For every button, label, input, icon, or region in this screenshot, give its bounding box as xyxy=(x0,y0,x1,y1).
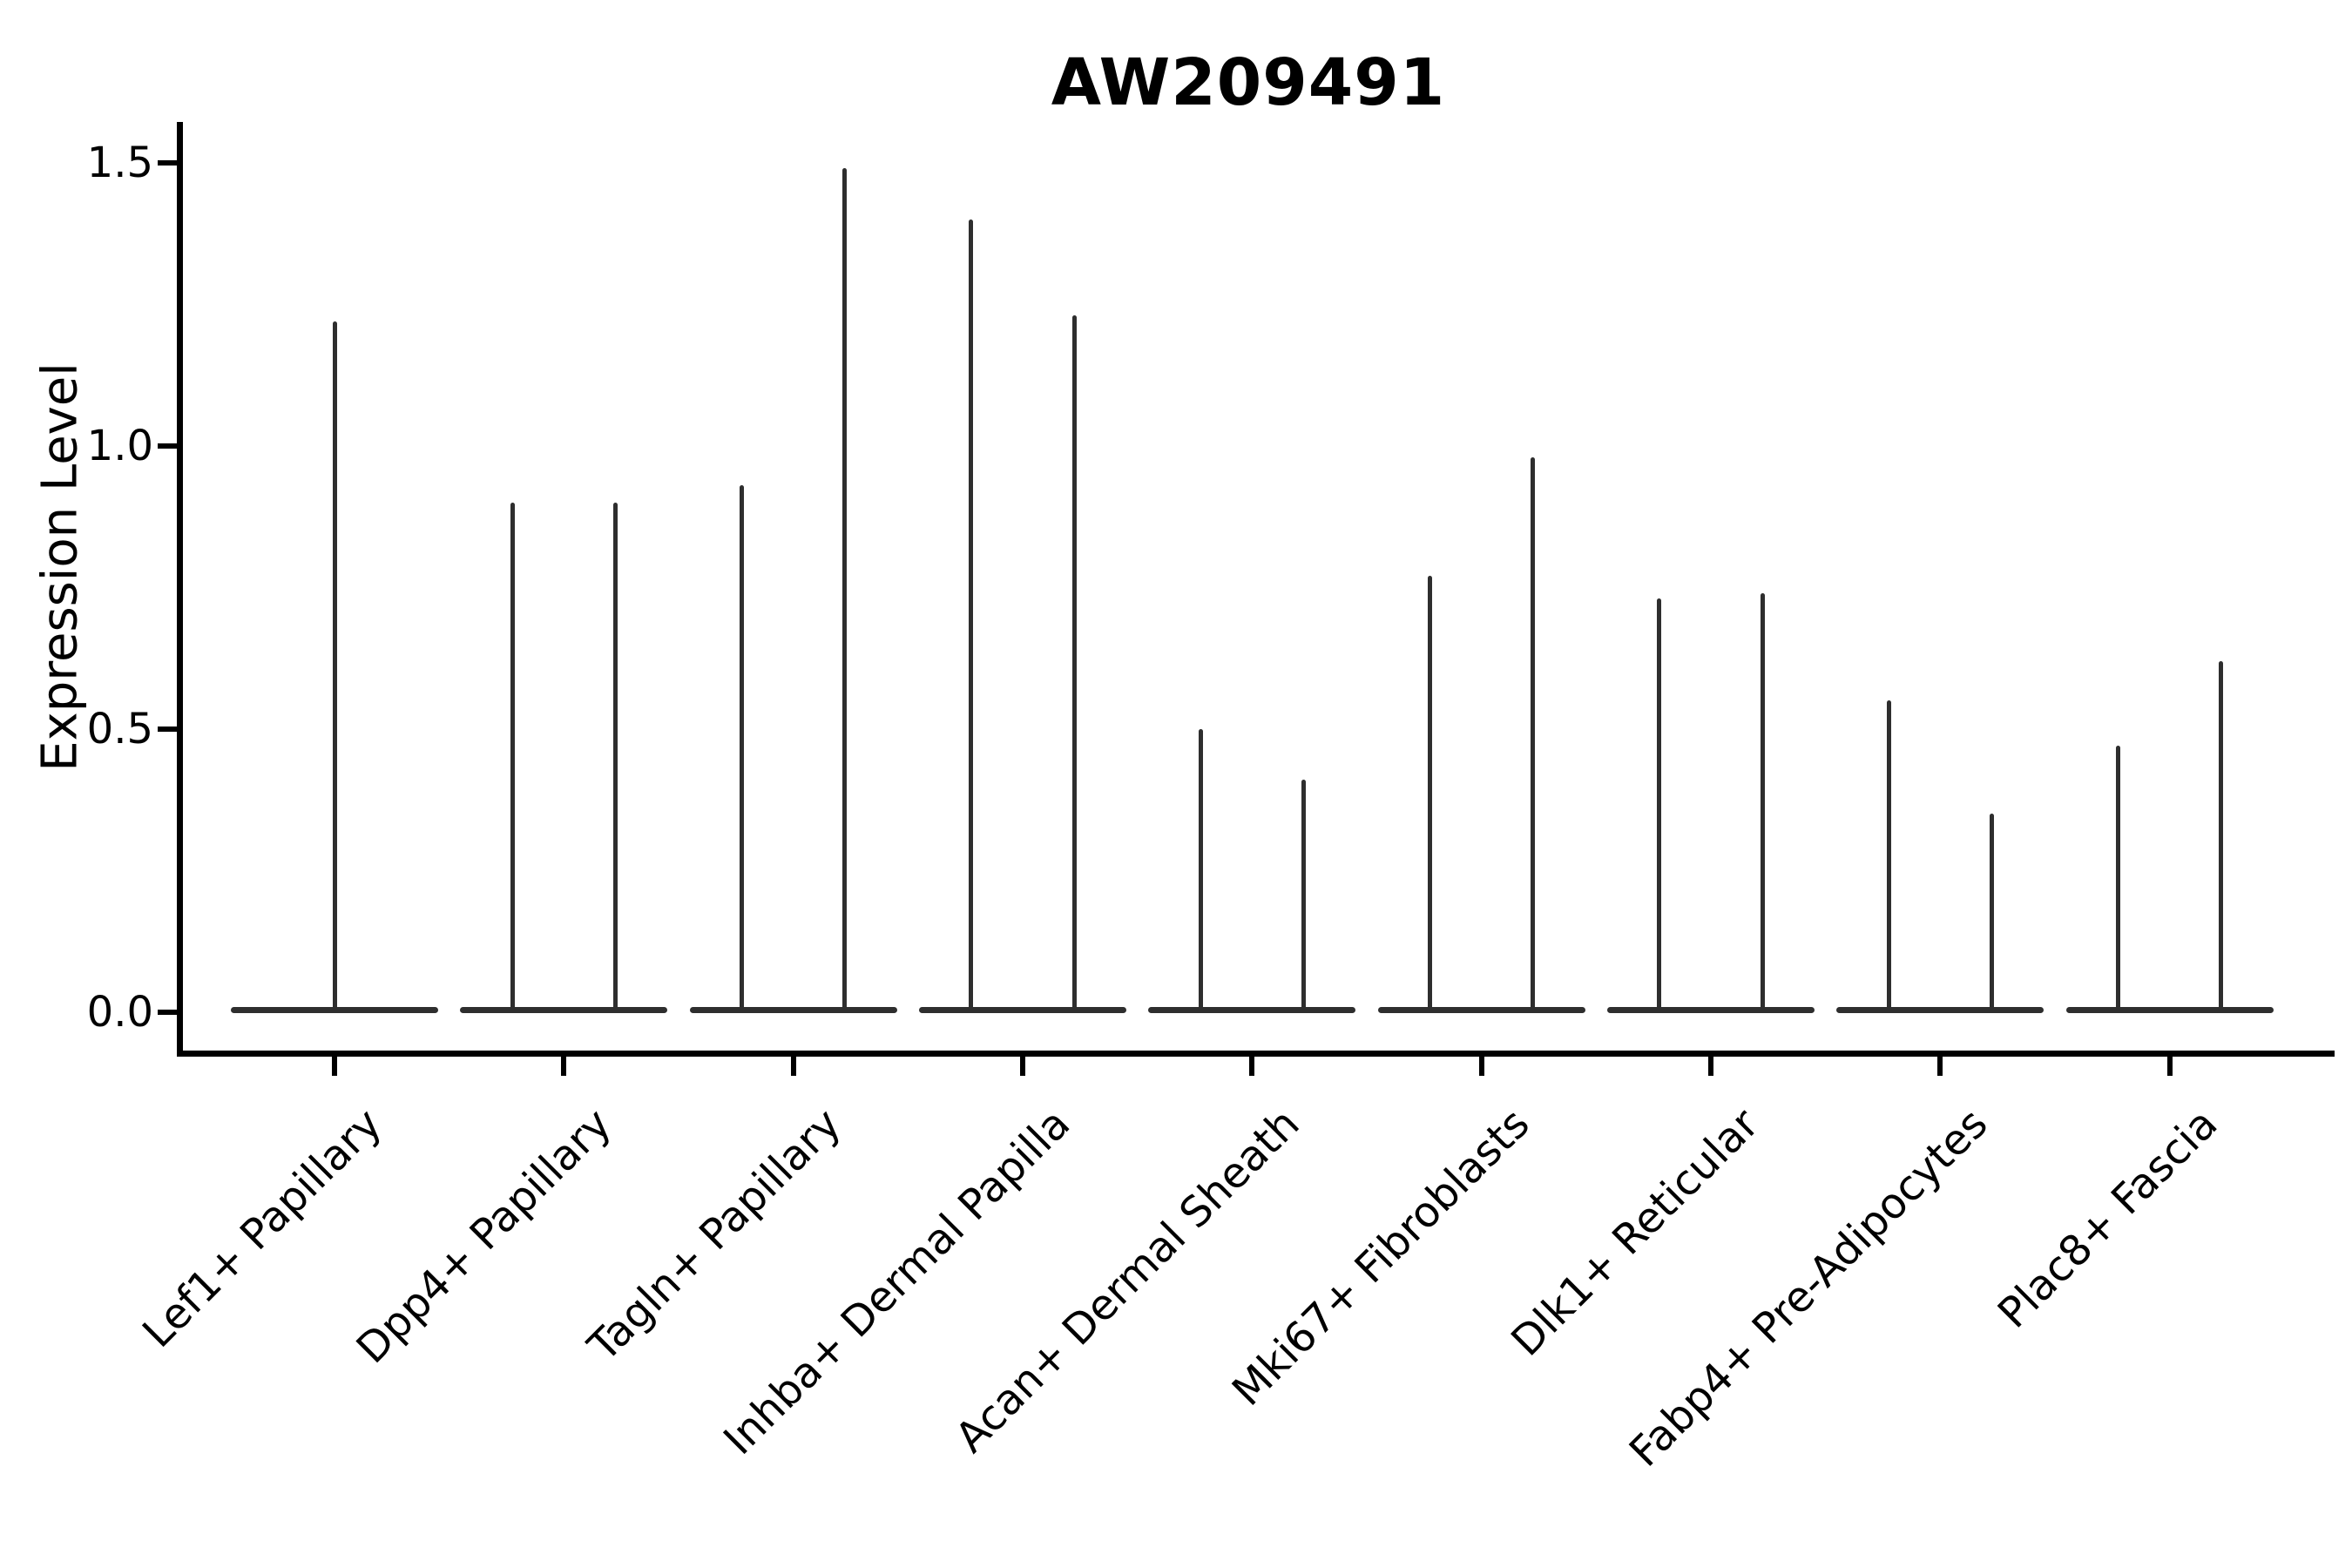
y-axis-label: Expression Level xyxy=(31,362,89,772)
violin-spike xyxy=(2115,746,2120,1010)
chart-title: AW209491 xyxy=(1051,45,1446,120)
y-tick xyxy=(158,443,177,449)
violin-spike xyxy=(1657,598,1662,1010)
y-tick-label: 0.0 xyxy=(86,988,153,1037)
violin-spike xyxy=(842,168,848,1010)
y-tick-label: 0.5 xyxy=(86,704,153,754)
x-tick xyxy=(1249,1057,1255,1076)
x-tick xyxy=(1020,1057,1026,1076)
violin-baseline xyxy=(1377,1006,1585,1013)
x-tick xyxy=(332,1057,337,1076)
x-tick-label: Tagln+ Papillary xyxy=(578,1099,851,1371)
x-tick xyxy=(790,1057,796,1076)
y-tick xyxy=(158,159,177,166)
x-tick-label: Lef1+ Papillary xyxy=(133,1099,392,1357)
x-tick-label: Dlk1+ Reticular xyxy=(1501,1099,1768,1366)
x-tick xyxy=(1708,1057,1714,1076)
y-tick-label: 1.5 xyxy=(86,138,153,187)
violin-baseline xyxy=(1836,1006,2044,1013)
y-tick-label: 1.0 xyxy=(86,421,153,470)
violin-spike xyxy=(1198,728,1203,1010)
violin-spike xyxy=(1071,315,1077,1010)
x-tick xyxy=(2166,1057,2173,1076)
violin-spike xyxy=(1301,780,1307,1010)
violin-baseline xyxy=(919,1006,1127,1013)
violin-spike xyxy=(1427,576,1432,1010)
y-tick xyxy=(158,726,177,732)
violin-baseline xyxy=(460,1006,668,1013)
y-axis-spine xyxy=(177,122,183,1057)
violin-spike xyxy=(613,502,618,1010)
violin-baseline xyxy=(2065,1006,2274,1013)
x-axis-spine xyxy=(177,1051,2335,1057)
x-tick xyxy=(561,1057,567,1076)
x-tick-label: Dpp4+ Papillary xyxy=(347,1099,621,1374)
violin-spike xyxy=(1886,700,1891,1010)
violin-spike xyxy=(1760,592,1765,1010)
violin-spike xyxy=(510,502,515,1010)
violin-spike xyxy=(2219,660,2224,1010)
violin-spike xyxy=(969,219,974,1010)
violin-spike xyxy=(1990,814,1995,1010)
violin-spike xyxy=(332,321,337,1010)
x-tick xyxy=(1478,1057,1484,1076)
violin-baseline xyxy=(1148,1006,1356,1013)
violin-baseline xyxy=(1607,1006,1815,1013)
violin-spike xyxy=(1531,456,1536,1010)
x-tick-label: Plac8+ Fascia xyxy=(1988,1099,2227,1338)
x-tick xyxy=(1937,1057,1943,1076)
violin-spike xyxy=(739,485,744,1010)
violin-baseline xyxy=(689,1006,897,1013)
y-tick xyxy=(158,1010,177,1015)
